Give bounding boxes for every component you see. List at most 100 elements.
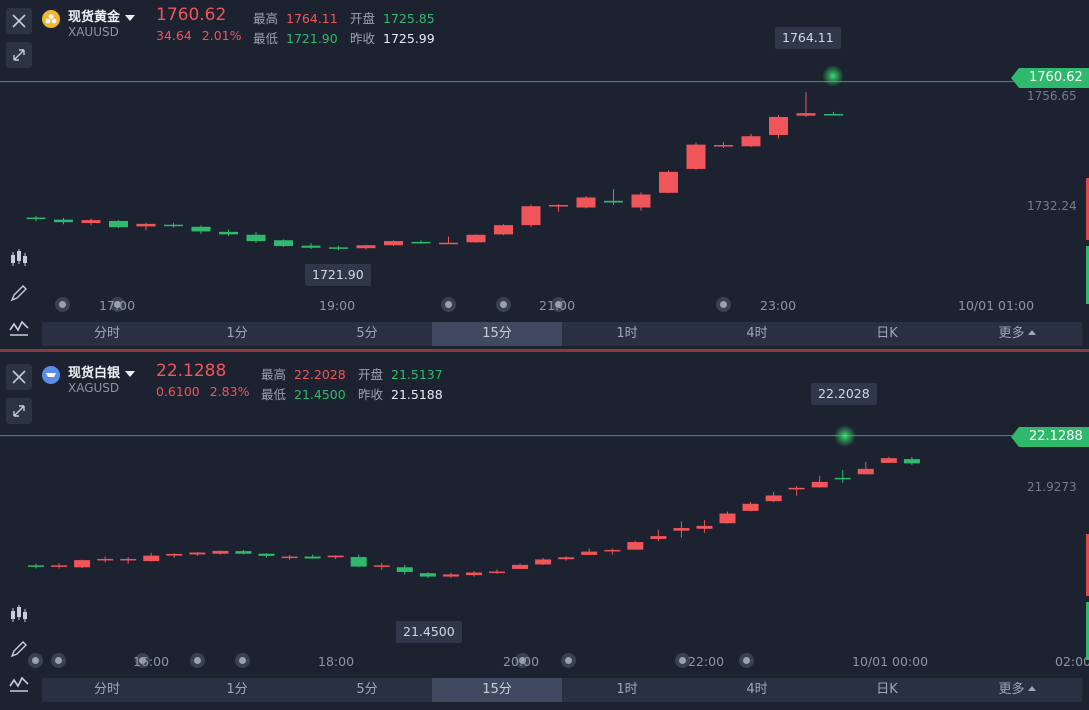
candle[interactable]	[191, 225, 211, 234]
candle[interactable]	[576, 196, 596, 209]
tab-1min[interactable]: 1分	[226, 326, 248, 341]
candle[interactable]	[301, 243, 321, 250]
event-marker[interactable]	[675, 653, 690, 668]
candle[interactable]	[74, 559, 91, 568]
candle[interactable]	[824, 111, 843, 116]
candle[interactable]	[442, 572, 459, 578]
candle[interactable]	[465, 570, 482, 577]
event-marker[interactable]	[515, 653, 530, 668]
event-marker[interactable]	[235, 653, 250, 668]
candle[interactable]	[396, 564, 413, 575]
candle[interactable]	[489, 569, 505, 574]
draw-tool-button[interactable]	[6, 280, 32, 306]
candle[interactable]	[604, 189, 623, 206]
candle[interactable]	[880, 456, 897, 464]
candle[interactable]	[28, 563, 44, 569]
candle[interactable]	[719, 511, 736, 524]
candle[interactable]	[97, 556, 114, 563]
candle[interactable]	[219, 229, 238, 237]
candle[interactable]	[143, 552, 160, 562]
tab-15min[interactable]: 15分	[432, 678, 562, 702]
symbol-selector[interactable]: 现货白银	[68, 362, 136, 381]
candle[interactable]	[246, 232, 266, 243]
candle[interactable]	[650, 529, 667, 542]
tab-15min[interactable]: 15分	[432, 322, 562, 346]
close-button[interactable]	[6, 364, 32, 390]
candle[interactable]	[714, 142, 733, 148]
tab-daily[interactable]: 日K	[876, 682, 898, 697]
candlestick-type-button[interactable]	[6, 601, 32, 627]
candle[interactable]	[796, 92, 816, 117]
candle[interactable]	[26, 215, 46, 222]
candle[interactable]	[535, 558, 552, 565]
candle[interactable]	[189, 552, 206, 556]
candle[interactable]	[604, 548, 621, 555]
candle[interactable]	[329, 245, 348, 251]
tab-more[interactable]: 更多	[952, 678, 1082, 702]
candle[interactable]	[696, 520, 713, 533]
candle[interactable]	[212, 550, 229, 555]
candle[interactable]	[549, 204, 568, 212]
candle[interactable]	[51, 563, 68, 569]
candle[interactable]	[166, 553, 183, 558]
event-marker[interactable]	[135, 653, 150, 668]
candlestick-type-button[interactable]	[6, 245, 32, 271]
candle[interactable]	[54, 218, 73, 225]
candle[interactable]	[81, 218, 101, 226]
event-marker[interactable]	[739, 653, 754, 668]
candle[interactable]	[164, 222, 183, 228]
candle[interactable]	[350, 554, 367, 568]
event-marker[interactable]	[190, 653, 205, 668]
candle[interactable]	[235, 549, 252, 555]
candle[interactable]	[439, 236, 458, 245]
event-marker[interactable]	[55, 297, 70, 312]
tab-intraday[interactable]: 分时	[93, 682, 120, 697]
candle[interactable]	[631, 192, 651, 211]
symbol-selector[interactable]: 现货黄金	[68, 6, 136, 25]
tab-4hour[interactable]: 4时	[746, 326, 768, 341]
candle[interactable]	[558, 556, 575, 561]
candle[interactable]	[769, 114, 788, 139]
gold-candlestick-chart[interactable]	[0, 0, 1089, 352]
tab-4hour[interactable]: 4时	[746, 682, 768, 697]
candle[interactable]	[411, 240, 431, 244]
candle[interactable]	[673, 521, 690, 538]
event-marker[interactable]	[28, 653, 43, 668]
candle[interactable]	[466, 234, 486, 243]
tab-5min[interactable]: 5分	[356, 326, 378, 341]
candle[interactable]	[521, 204, 541, 228]
candle[interactable]	[419, 572, 436, 578]
indicator-button[interactable]	[6, 314, 32, 340]
draw-tool-button[interactable]	[6, 636, 32, 662]
silver-candlestick-chart[interactable]	[0, 356, 1089, 708]
candle[interactable]	[857, 461, 874, 475]
candle[interactable]	[494, 224, 513, 236]
indicator-button[interactable]	[6, 670, 32, 696]
candle[interactable]	[903, 456, 920, 465]
event-marker[interactable]	[551, 297, 566, 312]
tab-intraday[interactable]: 分时	[93, 326, 120, 341]
candle[interactable]	[659, 170, 678, 194]
candle[interactable]	[281, 554, 298, 560]
event-marker[interactable]	[496, 297, 511, 312]
candle[interactable]	[373, 562, 390, 570]
event-marker[interactable]	[110, 297, 125, 312]
candle[interactable]	[765, 491, 782, 503]
candle[interactable]	[274, 239, 293, 247]
tab-1min[interactable]: 1分	[226, 682, 248, 697]
expand-button[interactable]	[6, 398, 32, 424]
candle[interactable]	[581, 548, 598, 556]
candle[interactable]	[742, 501, 759, 512]
candle[interactable]	[120, 557, 137, 564]
tab-1hour[interactable]: 1时	[616, 682, 638, 697]
tab-1hour[interactable]: 1时	[616, 326, 638, 341]
candle[interactable]	[356, 244, 376, 250]
tab-more[interactable]: 更多	[952, 322, 1082, 346]
candle[interactable]	[304, 554, 321, 559]
event-marker[interactable]	[561, 653, 576, 668]
candle[interactable]	[741, 133, 761, 148]
close-button[interactable]	[6, 8, 32, 34]
candle[interactable]	[384, 240, 403, 247]
tab-5min[interactable]: 5分	[356, 682, 378, 697]
candle[interactable]	[327, 555, 344, 560]
